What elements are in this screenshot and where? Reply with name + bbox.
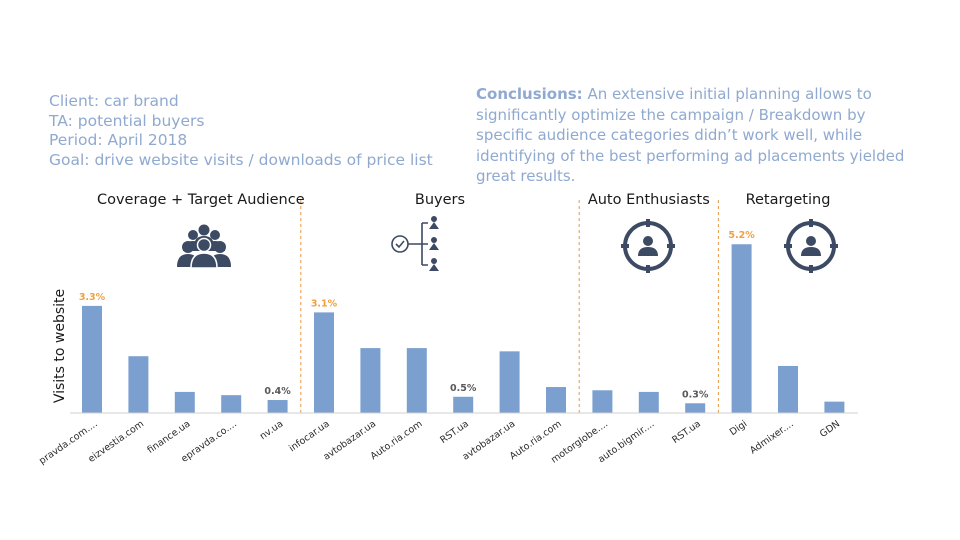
data-labels: 3.3% 0.4% 3.1% 0.5% 0.3% 5.2% [79, 230, 755, 400]
target-person-icon [784, 219, 838, 273]
bar-3 [221, 395, 242, 413]
bar-8 [453, 396, 474, 413]
data-label: 3.1% [311, 298, 338, 309]
bar-15 [778, 365, 798, 413]
bar-12 [638, 391, 659, 413]
tick-label: Digi [728, 418, 750, 438]
bar-11 [592, 390, 613, 413]
bar-7 [406, 348, 427, 413]
bar-6 [360, 348, 381, 413]
conclusions-label: Conclusions: [476, 85, 583, 103]
tick-label: RST.ua [670, 418, 703, 445]
tick-label: nv.ua [258, 418, 285, 442]
data-label: 0.3% [682, 389, 709, 400]
bar-13 [685, 403, 706, 413]
bars [82, 244, 845, 413]
section-title: Auto Enthusiasts [588, 192, 710, 208]
ta-line: TA: potential buyers [49, 111, 205, 130]
target-person-icon [621, 219, 675, 273]
bar-16 [824, 401, 845, 413]
section-title: Coverage + Target Audience [97, 192, 305, 208]
y-axis-label: Visits to website [52, 289, 68, 403]
data-label: 3.3% [79, 292, 106, 303]
goal-line: Goal: drive website visits / downloads o… [49, 150, 433, 169]
bar-10 [546, 387, 566, 413]
section-title: Buyers [415, 192, 465, 208]
conclusions-text: An extensive initial planning allows to … [476, 85, 905, 185]
tick-label: GDN [818, 418, 842, 440]
tick-label: RST.ua [438, 418, 471, 445]
bar-2 [174, 391, 195, 413]
buyers-checklist-icon [391, 216, 439, 271]
tick-label: infocar.ua [287, 418, 332, 454]
data-label: 5.2% [728, 230, 755, 241]
section-titles: Coverage + Target Audience Buyers Auto Ent… [97, 192, 830, 208]
tick-label: Admixer.... [748, 418, 796, 456]
data-label: 0.5% [450, 383, 477, 394]
group-people-icon [177, 224, 231, 269]
client-line: Client: car brand [49, 92, 179, 110]
period-line: Period: April 2018 [49, 131, 188, 149]
conclusions-block: Conclusions: An extensive initial planni… [476, 84, 916, 187]
section-title: Retargeting [746, 192, 831, 208]
campaign-info: Client: car brand TA: potential buyers P… [49, 92, 433, 170]
tick-label: Auto.ria.com [369, 418, 425, 462]
bar-14 [731, 244, 752, 413]
section-icons [177, 216, 838, 273]
bar-9 [499, 351, 520, 413]
category-ticks: pravda.com....eizvestia.com finance.uaepr… [37, 418, 842, 466]
bar-4 [267, 400, 288, 413]
bar-5 [314, 312, 334, 413]
data-label: 0.4% [264, 386, 291, 397]
bar-0 [82, 305, 102, 413]
bar-1 [128, 356, 149, 413]
